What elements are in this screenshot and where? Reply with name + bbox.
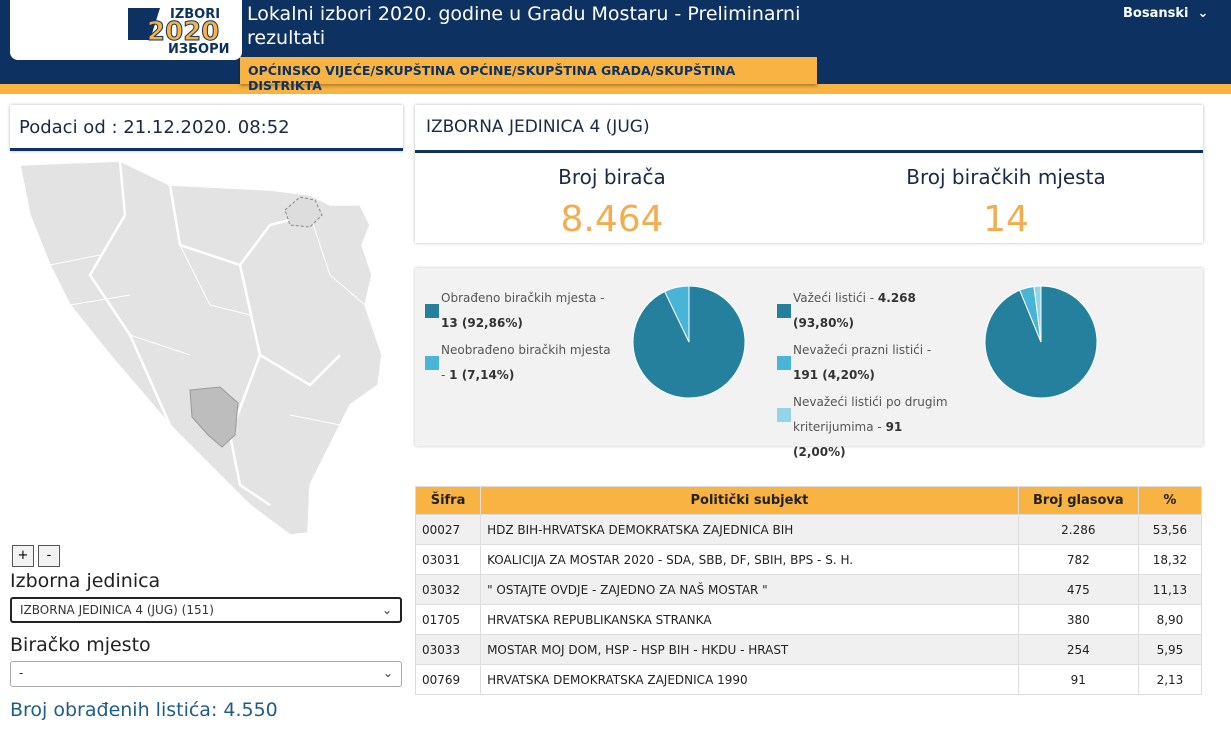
region-borders: [88, 160, 341, 507]
pie-slice: [664, 285, 690, 343]
results-table: Šifra Politički subjekt Broj glasova% 00027…: [414, 486, 1203, 695]
selected-unit: [189, 386, 239, 448]
legend-item: Neobrađeno biračkih mjesta - 1 (7,14%): [441, 338, 611, 388]
table-row: 00769 HRVATSKA DEMOKRATSKA ZAJEDNICA 1990…: [414, 664, 1203, 695]
legend-swatch: [425, 356, 439, 370]
unit-name: IZBORNA JEDINICA 4 (JUG): [415, 105, 1203, 153]
legend-label: Nevažeći prazni listići -: [793, 343, 932, 357]
legend-swatch: [777, 408, 791, 422]
voters-label: Broj birača: [558, 165, 666, 189]
legend-value: 191 (4,20%): [793, 368, 875, 382]
data-date: Podaci od : 21.12.2020. 08:52: [19, 117, 290, 138]
legend-value: 91 (2,00%): [793, 420, 903, 459]
pie-slice: [1033, 285, 1042, 343]
table-cell: 03033: [414, 634, 482, 665]
logo-year: 2020: [147, 17, 219, 47]
stations-value: 14: [983, 199, 1029, 240]
legend-label: Neobrađeno biračkih mjesta -: [441, 343, 611, 382]
pie-chart: [632, 285, 746, 399]
table-cell: 254: [1017, 634, 1139, 665]
results: Šifra Politički subjekt Broj glasova% 00027…: [414, 486, 1203, 695]
table-cell: 8,90: [1137, 604, 1203, 635]
election-tab[interactable]: OPĆINSKO VIJEĆE/SKUPŠTINA OPĆINE/SKUPŠTI…: [240, 57, 817, 93]
table-cell: 03032: [414, 574, 482, 605]
table-cell: 01705: [414, 604, 482, 635]
station-label: Biračko mjesto: [10, 634, 151, 656]
brcko: [284, 196, 323, 228]
legend-label: Nevažeći listići po drugim kriterijumima…: [793, 395, 948, 434]
table-cell: " OSTAJTE OVDJE - ZAJEDNO ZA NAŠ MOSTAR …: [480, 574, 1019, 605]
date-card: Podaci od : 21.12.2020. 08:52: [10, 105, 403, 151]
table-cell: HRVATSKA DEMOKRATSKA ZAJEDNICA 1990: [480, 664, 1019, 695]
pie-slice: [632, 285, 746, 399]
table-row: 03033 MOSTAR MOJ DOM, HSP - HSP BIH - HKD…: [414, 634, 1203, 665]
table-cell: 11,13: [1137, 574, 1203, 605]
legend-value: 4.268 (93,80%): [793, 291, 916, 330]
legend-label: Važeći listići -: [793, 291, 875, 305]
municipality-borders: [49, 214, 366, 426]
unit-label: Izborna jedinica: [10, 570, 161, 592]
legend-item: Nevažeći listići po drugim kriterijumima…: [793, 390, 958, 465]
zoom-out[interactable]: -: [38, 545, 60, 567]
table-cell: 2,13: [1137, 664, 1203, 695]
unit-select[interactable]: IZBORNA JEDINICA 4 (JUG) (151) ⌄: [10, 597, 402, 623]
table-cell: 00027: [414, 514, 482, 545]
table-cell: 380: [1017, 604, 1139, 635]
legend-swatch: [777, 356, 791, 370]
table-cell: 18,32: [1137, 544, 1203, 575]
legend-value: 1 (7,14%): [449, 368, 515, 382]
map[interactable]: [10, 155, 403, 567]
table-cell: HDZ BIH-HRVATSKA DEMOKRATSKA ZAJEDNICA B…: [480, 514, 1019, 545]
table-cell: HRVATSKA REPUBLIKANSKA STRANKA: [480, 604, 1019, 635]
table-cell: 475: [1017, 574, 1139, 605]
summary-card: IZBORNA JEDINICA 4 (JUG) Broj birača 8.4…: [415, 105, 1203, 243]
station-select-value: -: [19, 666, 24, 680]
language: Bosanski: [1123, 6, 1189, 21]
table-cell: KOALICIJA ZA MOSTAR 2020 - SDA, SBB, DF,…: [480, 544, 1019, 575]
zoom-in[interactable]: +: [12, 545, 34, 567]
unit-select-value: IZBORNA JEDINICA 4 (JUG) (151): [20, 603, 214, 617]
station-select[interactable]: - ⌄: [10, 661, 402, 687]
map-art: [19, 160, 383, 536]
table-cell: 03031: [414, 544, 482, 575]
table-row: 01705 HRVATSKA REPUBLIKANSKA STRANKA 380 8,…: [414, 604, 1203, 635]
table-cell: 53,56: [1137, 514, 1203, 545]
logo[interactable]: IZBORI 2020 ИЗБОРИ: [10, 0, 242, 60]
column-header: Broj glasova: [1017, 486, 1139, 515]
legend-item: Važeći listići - 4.268 (93,80%): [793, 286, 958, 336]
legend-swatch: [425, 304, 439, 318]
voters-value: 8.464: [560, 199, 664, 240]
legend-item: Obrađeno biračkih mjesta - 13 (92,86%): [441, 286, 611, 336]
column-header: Šifra: [414, 486, 482, 515]
table-cell: MOSTAR MOJ DOM, HSP - HSP BIH - HKDU - H…: [480, 634, 1019, 665]
language-select[interactable]: Bosanski ⌄: [1123, 6, 1209, 21]
charts-panel: Obrađeno biračkih mjesta - 13 (92,86%) Ne…: [415, 268, 1203, 459]
table-cell: 782: [1017, 544, 1139, 575]
logo-bottom: ИЗБОРИ: [168, 42, 229, 57]
page-title: Lokalni izbori 2020. godine u Gradu Most…: [247, 3, 801, 49]
table-row: 03032 " OSTAJTE OVDJE - ZAJEDNO ZA NAŠ MO…: [414, 574, 1203, 605]
table-cell: 00769: [414, 664, 482, 695]
legend-label: Obrađeno biračkih mjesta -: [441, 291, 605, 305]
table-cell: 5,95: [1137, 634, 1203, 665]
table-cell: 91: [1017, 664, 1139, 695]
header-stripe: [0, 84, 1231, 94]
column-header: %: [1137, 486, 1203, 515]
table-row: 03031 KOALICIJA ZA MOSTAR 2020 - SDA, SBB…: [414, 544, 1203, 575]
column-header: Politički subjekt: [480, 486, 1019, 515]
legend-swatch: [777, 304, 791, 318]
logo-art: IZBORI 2020 ИЗБОРИ: [128, 7, 229, 57]
processed-ballots: Broj obrađenih listića: 4.550: [10, 699, 278, 721]
table-row: 00027 HDZ BIH-HRVATSKA DEMOKRATSKA ZAJEDN…: [414, 514, 1203, 545]
country: [19, 160, 383, 536]
table-cell: 2.286: [1017, 514, 1139, 545]
stations-label: Broj biračkih mjesta: [906, 165, 1106, 189]
table-header: Šifra Politički subjekt Broj glasova%: [414, 486, 1203, 515]
pie-chart: [984, 285, 1098, 399]
legend-value: 13 (92,86%): [441, 316, 523, 330]
logo-shape: [128, 8, 160, 40]
logo-top: IZBORI: [170, 7, 220, 22]
legend-item: Nevažeći prazni listići - 191 (4,20%): [793, 338, 958, 388]
